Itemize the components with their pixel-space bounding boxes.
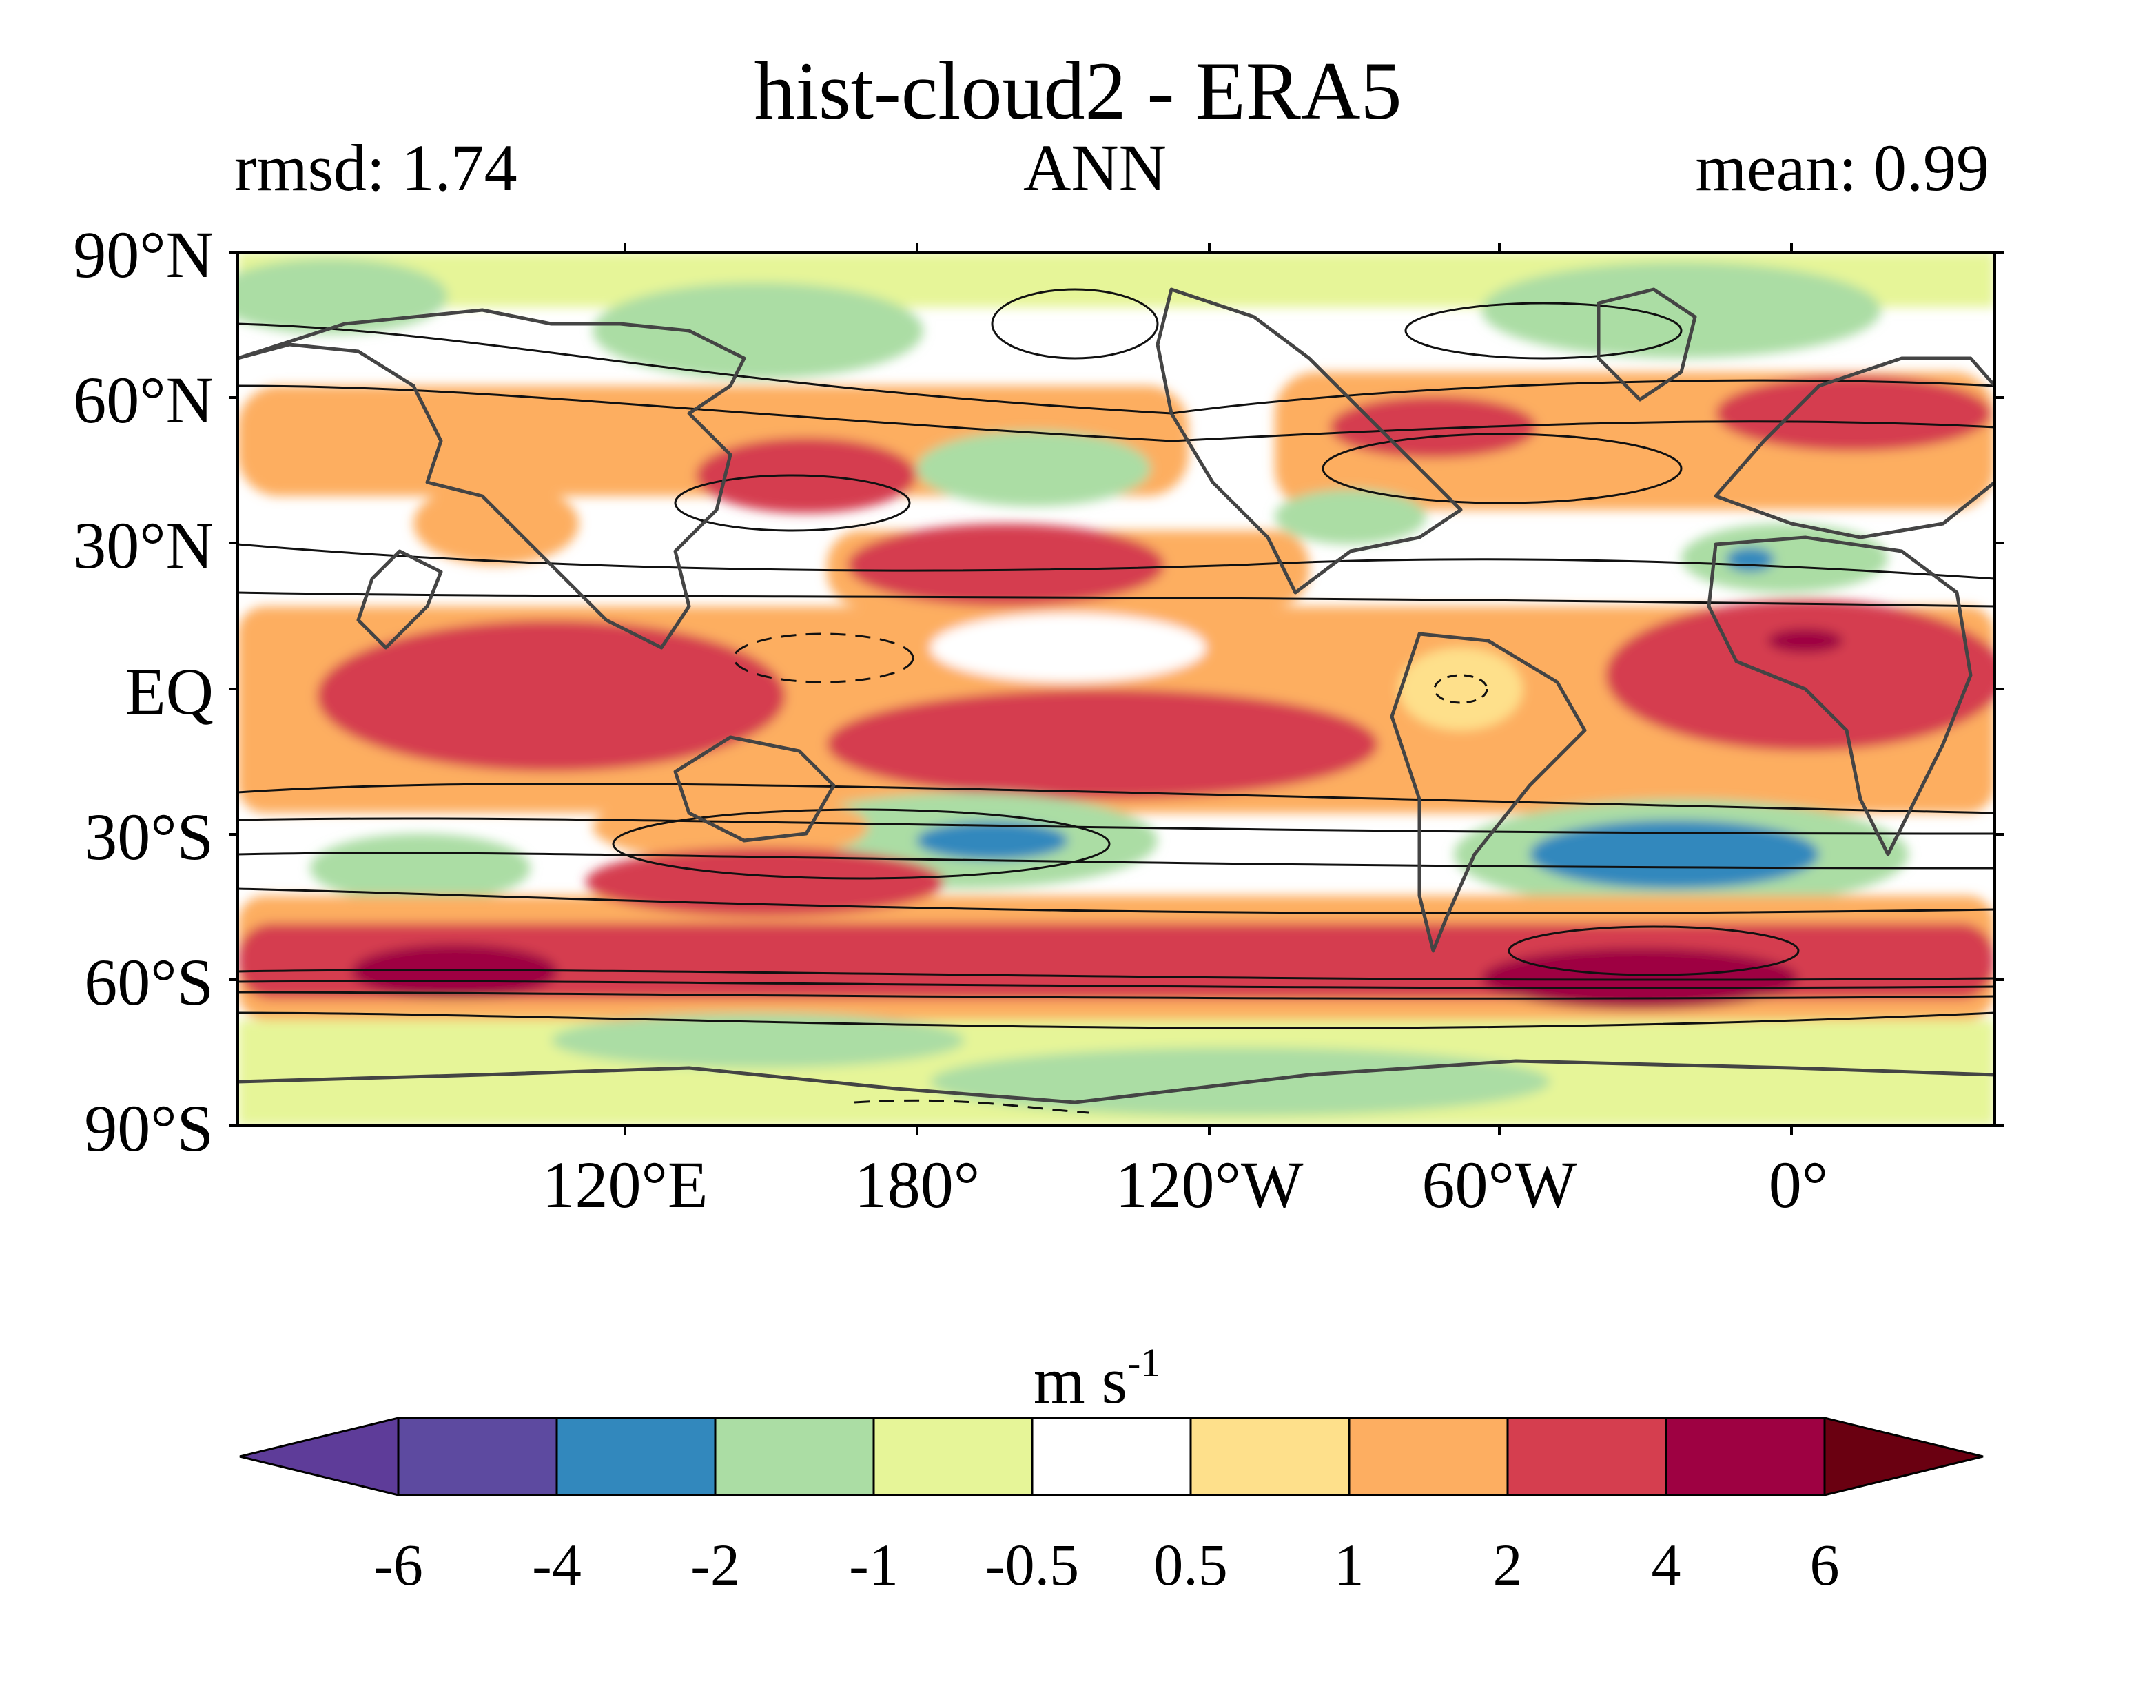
contour-line [1322,433,1683,504]
colorbar-tick-label: 4 [1651,1532,1681,1598]
field-region [1275,489,1426,544]
colorbar-tick-label: -2 [690,1532,740,1598]
axis-ticks [229,243,2004,1135]
field-region [930,613,1206,682]
contour-line [238,817,1995,835]
colorbar-arrow-low [239,1417,400,1496]
coastline-antarctica [238,1059,1995,1104]
season-label: ANN [1023,131,1167,205]
map-field [238,252,1995,1126]
contour-line [991,288,1159,360]
lon-label-180: 180° [854,1148,981,1222]
rmsd-label: rmsd: 1.74 [234,131,517,205]
coastline-africa [1707,535,1973,856]
colorbar-swatch [872,1417,1034,1496]
contour-line [1433,674,1488,704]
coastline-india [356,549,443,650]
coastline-eurasia [238,308,746,650]
contour-line [238,384,1995,442]
lat-label-60n: 60°N [73,363,214,437]
colorbar-tick-label: 0.5 [1153,1532,1228,1598]
field-region [916,431,1151,506]
coastline-europe [1714,356,1995,539]
lat-label-30s: 30°S [84,800,214,874]
colorbar-swatch [1506,1417,1667,1496]
contour-line [238,591,1995,608]
contour-line [1404,302,1683,360]
coastline-north-america [1156,287,1463,595]
contour-line [238,991,1995,1000]
contour-line [238,969,1995,981]
field-region [317,620,786,772]
coastline-australia [673,735,836,843]
lat-label-60s: 60°S [84,945,214,1019]
contour-line [854,1099,1089,1114]
colorbar-tick-label: -6 [373,1532,423,1598]
field-region [1716,375,1991,451]
field-region [1767,628,1843,653]
lon-label-120e: 120°E [542,1148,708,1222]
colorbar-swatch [714,1417,875,1496]
field-region [586,847,944,916]
field-region [827,689,1378,799]
lat-label-30n: 30°N [73,508,214,582]
colorbar-swatch [555,1417,717,1496]
contour-line [238,543,1995,580]
contour-line [238,980,1995,989]
lat-label-eq: EQ [125,655,214,728]
field-region [1726,547,1774,572]
field-region [1481,262,1881,358]
field-region [413,482,579,565]
field-region [593,282,923,379]
colorbar-swatch [1665,1417,1826,1496]
field-region [310,834,531,903]
contour-line [238,1011,1995,1029]
colorbar-swatch [1031,1417,1192,1496]
contour-line [612,808,1111,880]
field-region [551,1013,965,1068]
field-region [1330,396,1537,458]
contour-line [238,783,1995,814]
colorbar-arrow-high [1823,1417,1984,1496]
colorbar-tick-label: -0.5 [985,1532,1080,1598]
field-region [1605,599,1995,751]
contour-lines [238,288,1995,1114]
lon-label-0: 0° [1768,1148,1829,1222]
colorbar-swatch [1189,1417,1351,1496]
mean-label: mean: 0.99 [1695,131,1989,205]
contour-line [1508,925,1800,976]
colorbar-swatch [1348,1417,1509,1496]
coastline-south-america [1390,632,1587,953]
field-region [916,821,1068,860]
contour-line [674,474,911,532]
contour-line [238,852,1995,870]
contour-line [238,887,1995,915]
field-region [1530,820,1819,889]
contour-line [732,632,914,683]
field-region [351,944,558,999]
colorbar-tick-label: 1 [1334,1532,1364,1598]
colorbar-tick-label: -1 [849,1532,899,1598]
unit-text: m s [1034,1344,1128,1417]
colorbar-tick-label: 6 [1809,1532,1840,1598]
unit-exponent: -1 [1127,1340,1161,1385]
lon-label-120w: 120°W [1115,1148,1304,1222]
field-region [1481,947,1798,1009]
colorbar-tick-label: -4 [532,1532,582,1598]
field-region [238,258,448,334]
coastlines [238,287,1995,1104]
colorbar-tick-label: 2 [1492,1532,1523,1598]
colorbar-unit-label: m s-1 [1034,1340,1161,1419]
chart-title: hist-cloud2 - ERA5 [754,45,1402,136]
coastline-greenland [1597,287,1697,402]
lat-label-90s: 90°S [84,1091,214,1165]
colorbar [239,1417,1984,1496]
field-region [848,524,1164,606]
colorbar-swatch [397,1417,558,1496]
lat-label-90n: 90°N [73,218,214,291]
lon-label-60w: 60°W [1421,1148,1577,1222]
field-region [1399,648,1523,730]
